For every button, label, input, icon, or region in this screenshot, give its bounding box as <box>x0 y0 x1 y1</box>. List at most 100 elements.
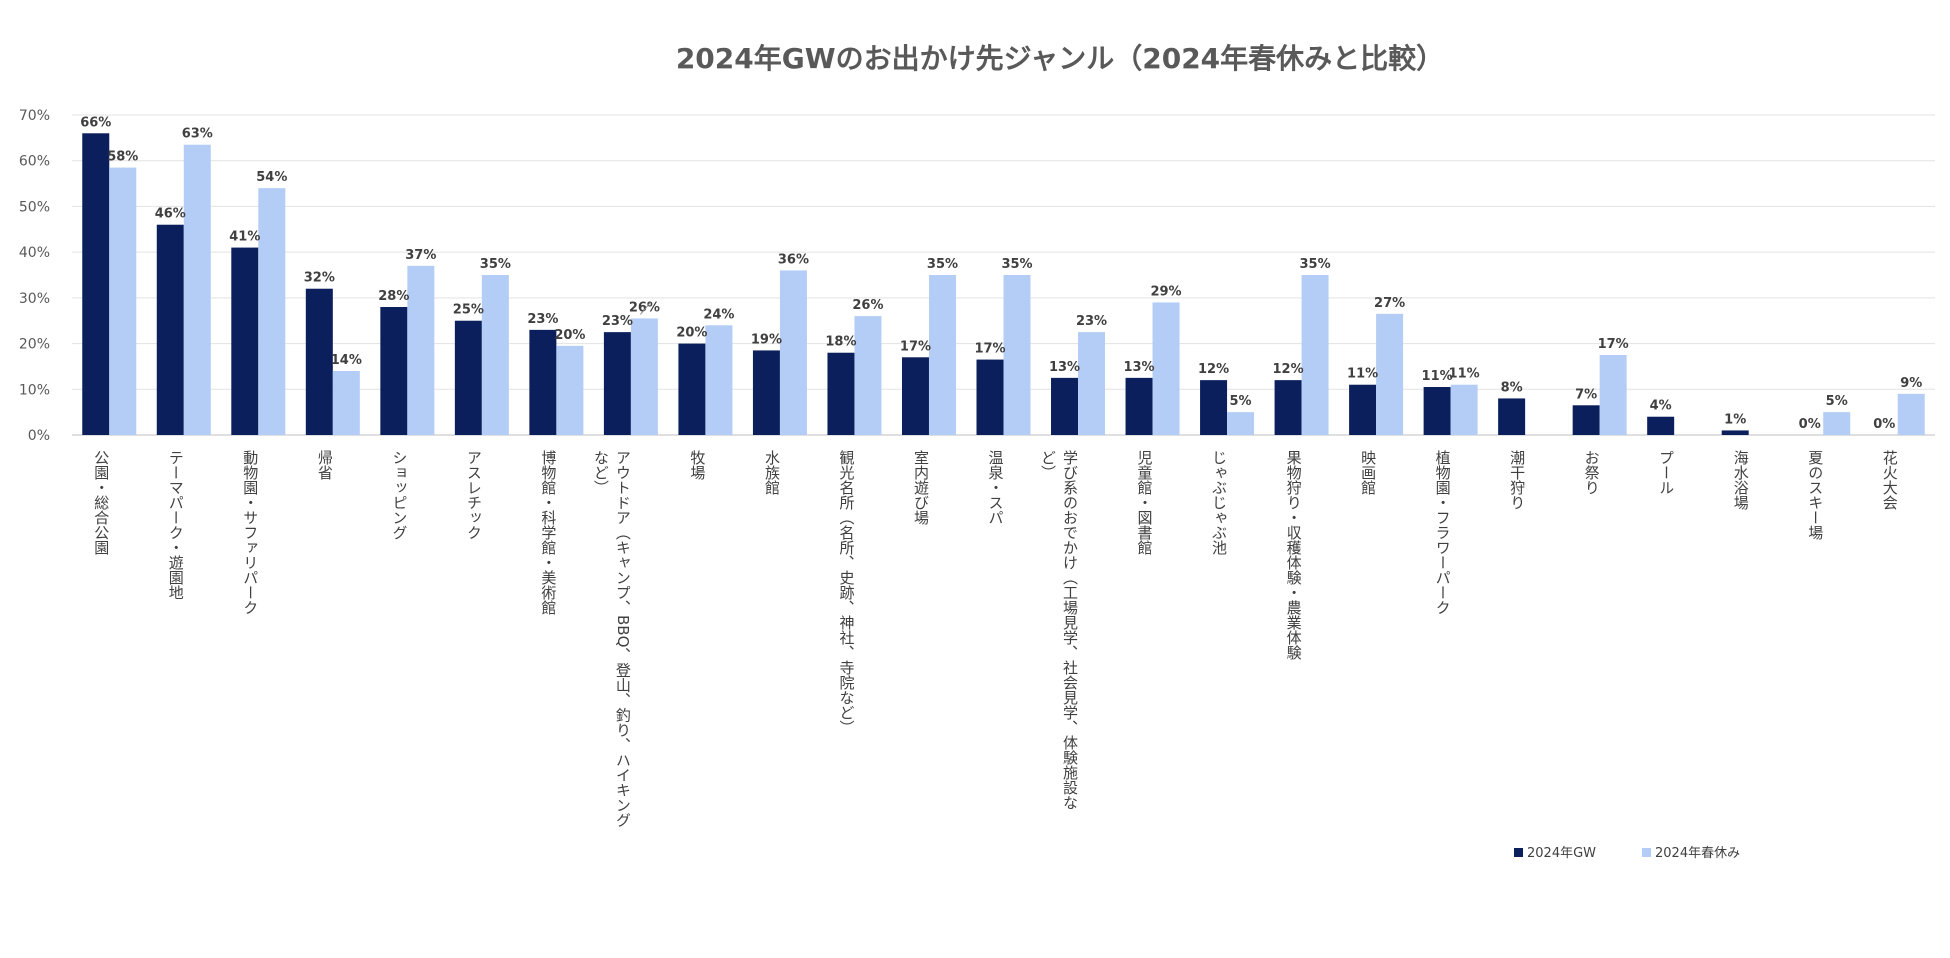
data-label: 20% <box>554 328 585 343</box>
data-label: 35% <box>1300 257 1331 272</box>
bar-gw <box>1349 384 1377 435</box>
category-label: 海水浴場 <box>1732 450 1750 510</box>
category-label: 帰省 <box>316 449 334 480</box>
category-label: テーマパーク・遊園地 <box>167 450 185 600</box>
y-tick-label: 70% <box>19 108 50 124</box>
data-label: 13% <box>1123 360 1154 375</box>
bar-gw <box>1125 377 1153 435</box>
data-label: 11% <box>1422 369 1453 384</box>
bar-spring <box>258 188 286 435</box>
bar-gw <box>901 357 929 435</box>
leader-line <box>640 302 651 315</box>
data-label: 5% <box>1826 394 1848 409</box>
bar-gw <box>305 288 333 435</box>
bar-spring <box>705 325 733 435</box>
data-label: 35% <box>480 257 511 272</box>
bar-gw <box>1498 398 1526 435</box>
bar-spring <box>481 275 509 435</box>
data-label: 36% <box>778 252 809 267</box>
bar-gw <box>1200 380 1228 435</box>
category-label: 夏のスキー場 <box>1806 450 1824 540</box>
data-label: 17% <box>900 339 931 354</box>
bar-spring <box>1227 412 1255 435</box>
data-label: 46% <box>155 207 186 222</box>
category-label: 児童館・図書館 <box>1136 450 1154 555</box>
data-label: 24% <box>703 307 734 322</box>
data-label: 19% <box>751 332 782 347</box>
bar-gw <box>1647 416 1675 435</box>
data-label: 12% <box>1198 362 1229 377</box>
data-label: 0% <box>1873 417 1895 432</box>
data-label: 12% <box>1273 362 1304 377</box>
category-label: など） <box>592 450 610 495</box>
bar-gw <box>1274 380 1302 435</box>
category-label: 映画館 <box>1359 450 1377 495</box>
data-label: 35% <box>927 257 958 272</box>
bar-gw <box>529 329 557 435</box>
data-label: 9% <box>1900 376 1922 391</box>
bar-spring <box>1823 412 1851 435</box>
bar-gw <box>156 224 184 435</box>
data-label: 29% <box>1150 284 1181 299</box>
x-axis: 公園・総合公園 テーマパーク・遊園地 動物園・サファリパーク 帰省 ショッピング アスレチ… <box>92 449 1898 827</box>
bar-spring <box>1078 332 1106 435</box>
bar-spring <box>556 345 584 435</box>
data-label: 66% <box>80 115 111 130</box>
bar-spring <box>407 265 435 435</box>
category-label: ど） <box>1039 450 1057 480</box>
chart-title: 2024年GWのお出かけ先ジャンル（2024年春休みと比較） <box>676 42 1444 75</box>
bar-spring <box>1599 355 1627 435</box>
data-label: 27% <box>1374 296 1405 311</box>
y-tick-label: 10% <box>19 382 50 398</box>
bar-gw <box>231 247 259 435</box>
bar-spring <box>1376 313 1404 435</box>
bar-spring <box>1301 275 1329 435</box>
data-label: 41% <box>229 230 260 245</box>
category-label: 果物狩り・収穫体験・農業体験 <box>1285 450 1303 660</box>
bar-spring <box>630 318 658 435</box>
bar-spring <box>1450 384 1478 435</box>
category-label: 動物園・サファリパーク <box>241 450 259 615</box>
y-tick-label: 50% <box>19 199 50 215</box>
category-label: 学び系のおでかけ（工場見学、社会見学、体験施設な <box>1061 450 1079 810</box>
category-label: アウトドア（キャンプ、BBQ、登山、釣り、ハイキング <box>614 450 632 828</box>
data-label: 11% <box>1347 367 1378 382</box>
category-label: じゃぶじゃぶ池 <box>1210 450 1228 555</box>
bar-spring <box>1897 393 1925 435</box>
bars <box>82 133 1925 436</box>
data-label: 8% <box>1501 380 1523 395</box>
data-label: 63% <box>182 127 213 142</box>
bar-gw <box>1051 377 1079 435</box>
bar-gw <box>752 350 780 435</box>
data-label: 23% <box>527 312 558 327</box>
data-label: 4% <box>1650 399 1672 414</box>
data-label: 11% <box>1449 367 1480 382</box>
data-label: 26% <box>629 300 660 315</box>
y-tick-label: 20% <box>19 337 50 353</box>
y-axis: 0% 10% 20% 30% 40% 50% 60% 70% <box>19 108 50 444</box>
bar-spring <box>779 270 807 435</box>
category-label: 博物館・科学館・美術館 <box>539 450 557 615</box>
category-label: 観光名所（名所、史跡、神社、寺院など） <box>837 450 855 735</box>
category-label: 室内遊び場 <box>912 450 930 525</box>
data-label: 28% <box>378 289 409 304</box>
category-label: お祭り <box>1583 450 1601 495</box>
bar-gw <box>678 343 706 435</box>
category-label: 牧場 <box>688 450 706 480</box>
data-label: 18% <box>825 335 856 350</box>
data-label: 17% <box>974 342 1005 357</box>
category-label: 水族館 <box>763 450 781 495</box>
bar-spring <box>1152 302 1180 435</box>
data-label: 5% <box>1230 394 1252 409</box>
data-label: 25% <box>453 303 484 318</box>
data-label: 0% <box>1799 417 1821 432</box>
legend-label: 2024年GW <box>1527 846 1596 861</box>
legend-swatch <box>1642 848 1651 857</box>
bar-spring <box>332 371 360 435</box>
data-label: 54% <box>256 170 287 185</box>
data-label: 58% <box>107 150 138 165</box>
category-label: 潮干狩り <box>1508 450 1526 510</box>
data-label: 26% <box>852 298 883 313</box>
data-label: 35% <box>1001 257 1032 272</box>
category-label: ショッピング <box>390 450 408 540</box>
